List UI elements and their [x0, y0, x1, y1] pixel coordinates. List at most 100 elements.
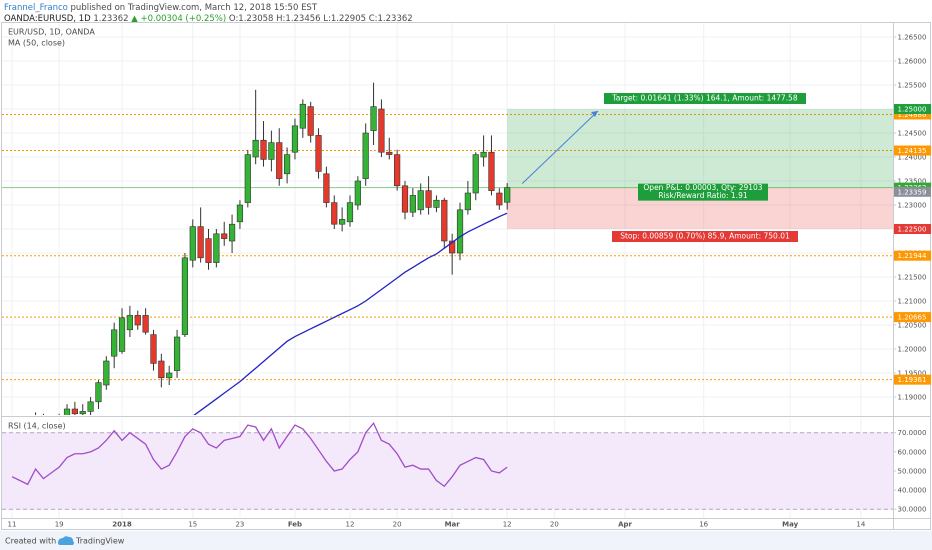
candle-body: [370, 106, 377, 131]
rsi-band: [2, 432, 893, 510]
candle-body: [472, 154, 479, 194]
x-tick-label: 12: [346, 521, 355, 529]
y-tick-label: 1.21000: [898, 298, 927, 306]
x-tick-label: 20: [393, 521, 402, 529]
frame: [1, 22, 931, 530]
level-badge-bg: [894, 145, 931, 156]
legend-entry: MA (50, close): [8, 39, 65, 48]
stop-badge: 1.22500: [898, 226, 927, 234]
y-tick-label: 1.20000: [898, 346, 927, 354]
footer-bar: [0, 531, 932, 550]
candle-body: [417, 190, 424, 211]
candle-body: [504, 187, 511, 203]
candle-body: [339, 219, 346, 225]
rsi-line: [11, 421, 508, 488]
y-tick-label: 1.26500: [898, 34, 927, 42]
target-badge-bg: [894, 104, 931, 115]
candle-body: [480, 151, 487, 158]
candle-body: [488, 151, 495, 191]
candle-body: [315, 135, 322, 172]
candle-body: [291, 125, 299, 153]
level-badge-bg: [894, 312, 931, 323]
author[interactable]: Frannel_Franco: [4, 3, 68, 13]
candle-body: [236, 204, 244, 223]
level-badge-bg: [894, 109, 931, 120]
candle-body: [346, 202, 354, 223]
x-tick-label: 11: [8, 521, 17, 529]
level-badge: 1.20665: [898, 314, 927, 322]
candle-body: [354, 180, 361, 206]
x-tick-label: Feb: [288, 521, 302, 529]
y-tick-label: 40.0000: [898, 487, 927, 495]
footer-created: Created with: [5, 537, 56, 546]
candle-body: [197, 226, 204, 259]
candle-body: [299, 103, 306, 129]
candle-body: [276, 142, 283, 179]
footer-brand[interactable]: TradingView: [75, 537, 125, 546]
level-badge: 1.24886: [898, 111, 927, 119]
y-tick-label: 30.0000: [898, 506, 927, 514]
y-tick-label: 1.24500: [898, 130, 927, 138]
level-badge: 1.24135: [898, 147, 927, 155]
candle-body: [401, 185, 409, 213]
candle-body: [71, 408, 78, 415]
candle-body: [244, 154, 251, 203]
target-arrow: [521, 110, 599, 184]
candle-body: [386, 151, 393, 155]
candle-body: [268, 142, 275, 160]
candle-body: [260, 139, 267, 160]
candle-body: [142, 315, 149, 333]
target-label: Target: 0.01641 (1.33%) 164.1, Amount: 1…: [611, 94, 797, 103]
candle-body: [150, 334, 157, 364]
candle-body: [228, 223, 236, 242]
change: ▲ +0.00304 (+0.25%): [131, 14, 226, 24]
y-tick-label: 1.24000: [898, 154, 927, 162]
x-tick-label: Apr: [618, 521, 632, 529]
candle-body: [441, 199, 448, 242]
ma-line: [193, 212, 508, 415]
candle-body: [173, 336, 181, 371]
target-badge: 1.25000: [898, 106, 927, 114]
target-arrowhead: [591, 111, 598, 118]
published: published on TradingView.com, March 12, …: [71, 3, 318, 13]
x-tick-label: 20: [550, 521, 559, 529]
candle-body: [496, 192, 503, 206]
candle-body: [95, 382, 102, 403]
candle-body: [252, 139, 259, 158]
candle-body: [63, 408, 71, 415]
y-tick-label: 70.0000: [898, 429, 927, 437]
candle-body: [126, 315, 133, 331]
y-tick-label: 1.25500: [898, 82, 927, 90]
y-tick-label: 60.0000: [898, 448, 927, 456]
x-tick-label: 12: [503, 521, 512, 529]
ohlc: O:1.23058 H:1.23456 L:1.22905 C:1.23362: [229, 14, 413, 24]
bid-badge-bg: [894, 186, 931, 197]
x-tick-label: 23: [235, 521, 244, 529]
candle-body: [103, 360, 110, 386]
x-tick-label: 2018: [112, 521, 132, 529]
level-badge-bg: [894, 250, 931, 261]
y-tick-label: 1.23500: [898, 178, 927, 186]
logo-icon: [58, 536, 74, 545]
candle-body: [79, 411, 86, 415]
candle-body: [409, 195, 416, 213]
header-line-1: Frannel_Franco published on TradingView.…: [4, 3, 318, 13]
candle-body: [166, 372, 173, 379]
y-tick-label: 1.19500: [898, 370, 927, 378]
candle-body: [189, 226, 196, 261]
frame-border: [1, 22, 931, 530]
target-zone: [507, 109, 893, 188]
price: 1.23362: [93, 14, 128, 24]
rr-label: Risk/Reward Ratio: 1.91: [658, 191, 747, 200]
candle-body: [283, 154, 291, 175]
legend-entry: RSI (14, close): [8, 422, 66, 431]
candle-body: [433, 199, 440, 208]
y-tick-label: 1.19000: [898, 394, 927, 402]
candle-body: [323, 173, 330, 203]
candle-body: [134, 315, 141, 326]
level-badge-bg: [894, 374, 931, 385]
header-line-2: OANDA:EURUSD, 1D 1.23362 ▲ +0.00304 (+0.…: [4, 14, 413, 24]
x-tick-label: Mar: [445, 521, 461, 529]
candle-body: [181, 257, 189, 335]
